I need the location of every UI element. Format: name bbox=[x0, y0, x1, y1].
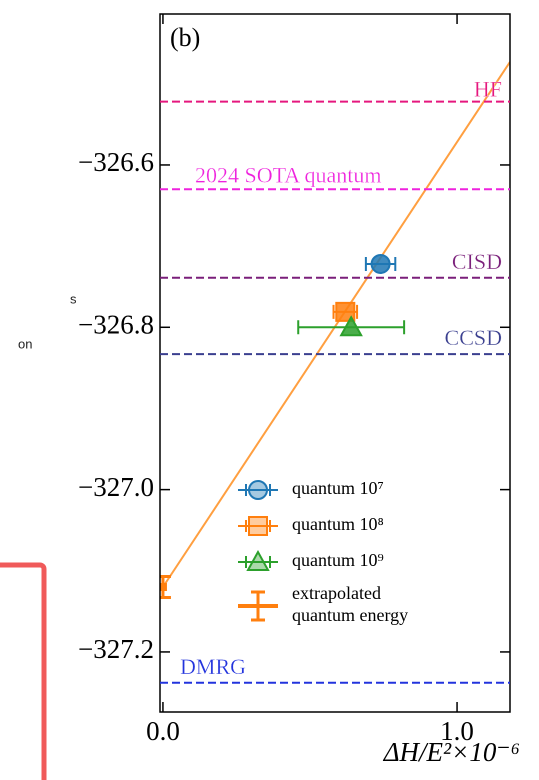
marker bbox=[339, 315, 363, 337]
reference-label: CCSD bbox=[445, 325, 502, 350]
legend-symbol bbox=[245, 484, 271, 496]
axes-frame bbox=[159, 13, 511, 713]
marker bbox=[370, 253, 391, 274]
reference-label: 2024 SOTA quantum bbox=[195, 162, 381, 187]
highlight-box bbox=[0, 562, 47, 780]
x-axis-label: ΔH/E²×10⁻⁶ bbox=[383, 737, 520, 767]
cropped-text: on bbox=[18, 336, 32, 351]
marker bbox=[248, 516, 268, 536]
marker bbox=[248, 480, 268, 500]
y-tick-label: −326.8 bbox=[78, 309, 154, 339]
legend-symbol bbox=[245, 556, 271, 568]
y-tick-label: −327.0 bbox=[78, 472, 154, 502]
x-tick-label: 1.0 bbox=[440, 716, 474, 746]
y-tick-label: −327.2 bbox=[78, 634, 154, 664]
reference-label: HF bbox=[474, 77, 502, 102]
reference-label: CISD bbox=[452, 249, 502, 274]
legend-label: quantum 10⁹ bbox=[292, 550, 384, 570]
cropped-text: s bbox=[70, 291, 77, 306]
panel-label: (b) bbox=[170, 23, 200, 52]
reference-label: DMRG bbox=[180, 654, 246, 679]
legend-symbol bbox=[251, 590, 265, 622]
x-tick-label: 0.0 bbox=[146, 716, 180, 746]
legend-label: quantum 10⁸ bbox=[292, 514, 384, 534]
marker bbox=[160, 583, 167, 592]
marker bbox=[335, 301, 356, 322]
fit-line bbox=[162, 61, 510, 588]
y-tick-label: −326.6 bbox=[78, 147, 154, 177]
marker bbox=[246, 549, 270, 571]
legend-label: quantum 10⁷ bbox=[292, 478, 384, 498]
plot-area bbox=[160, 61, 510, 600]
legend-symbol bbox=[245, 520, 271, 532]
legend-label: extrapolated quantum energy bbox=[292, 583, 408, 625]
